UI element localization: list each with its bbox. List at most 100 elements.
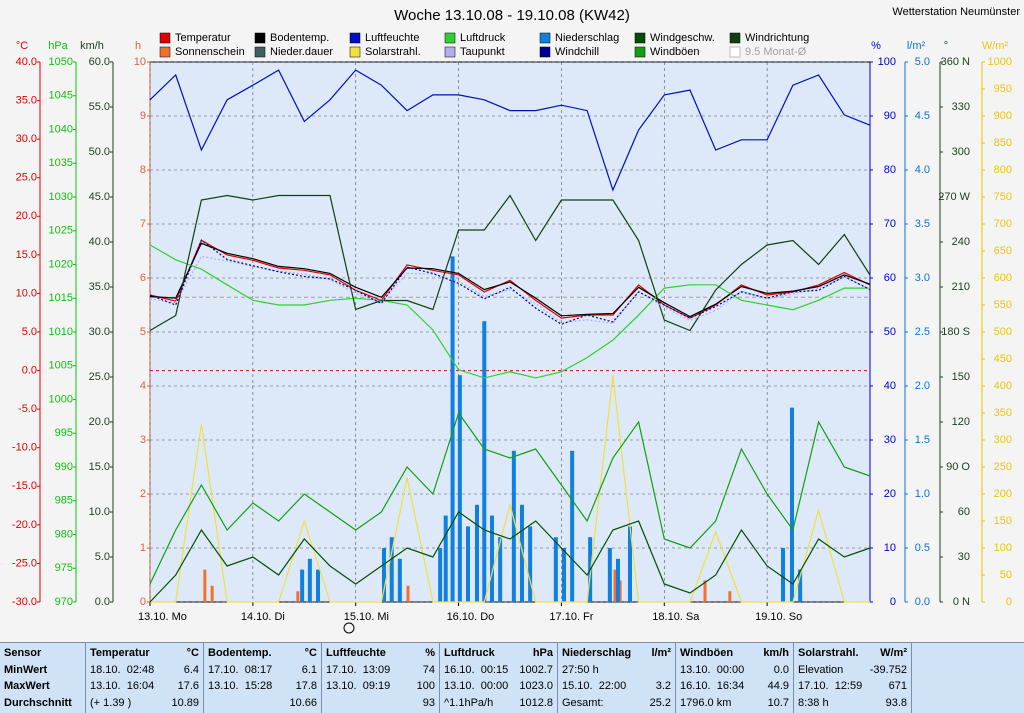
y-tick-label: 1020 (49, 258, 73, 270)
y-tick-label: -20.0 (12, 519, 37, 531)
y-tick-label: 5.0 (915, 56, 930, 68)
bar (406, 585, 410, 602)
cell-text: (+ 1.39 ) (90, 696, 132, 709)
cell-value: 1023.0 (519, 680, 553, 692)
legend-swatch (159, 32, 171, 44)
cell-value: 6.4 (183, 663, 199, 676)
cursor-icon (343, 622, 355, 634)
series-line (149, 69, 871, 192)
cell-value: 44.9 (767, 680, 789, 692)
y-tick-label: 5.0 (22, 326, 37, 338)
row: Sensor (4, 645, 81, 662)
y-tick-label: -5.0 (18, 403, 37, 415)
column-header: Luftdruck hPa (444, 645, 553, 662)
bar (498, 537, 503, 602)
cell-text: 13.10. 16:04 (90, 680, 155, 692)
bar (300, 569, 305, 602)
row: (+ 1.39 ) 10.89 (90, 695, 199, 712)
y-tick-label: 0.0 (915, 596, 930, 608)
y-tick-label: 950 (994, 83, 1012, 95)
y-tick-label: 60.0 (89, 56, 110, 68)
cell-value: 93 (422, 696, 435, 709)
x-tick-label: 15.10. Mi (344, 611, 389, 623)
y-tick-label: 180 S (941, 326, 970, 338)
station-name: Wetterstation Neumünster (892, 6, 1020, 18)
y-tick-label: 995 (55, 427, 73, 439)
axis-unit: l/m² (907, 40, 926, 52)
stats-column: Windböen km/h 13.10. 00:00 0.0 16.10. 16:34 4… (676, 643, 794, 713)
y-tick-label: 200 (994, 488, 1012, 500)
column-unit: l/m² (651, 647, 671, 659)
axis-unit: hPa (48, 40, 68, 52)
axis-unit: % (871, 40, 881, 52)
column-name: Temperatur (90, 647, 150, 659)
y-tick-label: 10.0 (89, 506, 110, 518)
cell-text: 8:38 h (798, 696, 829, 709)
y-tick-label: 1.0 (915, 488, 930, 500)
y-tick-label: 100 (878, 56, 896, 68)
y-tick-label: 10 (884, 542, 896, 554)
row: 13.10. 09:19 100 (326, 678, 435, 695)
row: 17.10. 12:59 671 (798, 678, 907, 695)
cell-text: 1796.0 km (680, 696, 732, 709)
bar (616, 558, 620, 602)
bar (562, 548, 566, 602)
row: Durchschnitt (4, 695, 81, 712)
y-tick-label: 750 (994, 191, 1012, 203)
legend-label: Windrichtung (745, 32, 809, 44)
bar (210, 585, 214, 602)
y-tick-label: 30 (884, 434, 896, 446)
bar (482, 321, 487, 602)
y-tick-label: 120 (952, 416, 970, 428)
y-tick-label: 25.0 (16, 172, 37, 184)
y-tick-label: 30.0 (89, 326, 110, 338)
bar (316, 569, 320, 602)
legend-label: Temperatur (175, 32, 231, 44)
cell-text: 16.10. 00:15 (444, 663, 509, 676)
row: 16.10. 16:34 44.9 (680, 678, 789, 695)
y-tick-label: 5 (140, 326, 146, 338)
y-tick-label: 50 (1000, 569, 1012, 581)
row: MaxWert (4, 678, 81, 695)
y-tick-label: -30.0 (12, 596, 37, 608)
y-tick-label: 2.0 (915, 380, 930, 392)
y-tick-label: 20.0 (89, 416, 110, 428)
column-unit: % (425, 647, 435, 659)
cell-text: Gesamt: (562, 696, 604, 709)
series-line (149, 411, 871, 585)
y-tick-label: 20.0 (16, 210, 37, 222)
y-tick-label: 10 (134, 56, 146, 68)
legend-swatch (349, 46, 361, 58)
cell-text: 17.10. 12:59 (798, 680, 863, 692)
row: 1796.0 km 10.7 (680, 695, 789, 712)
cell-text: 18.10. 02:48 (90, 663, 155, 676)
stats-column: Solarstrahl. W/m² Elevation -39.752 17.10. 1… (794, 643, 912, 713)
row-label: MaxWert (4, 680, 50, 692)
stats-column: Luftfeuchte% 17.10. 13:09 74 13.10. 09:19 10… (322, 643, 440, 713)
y-tick-label: 7 (140, 218, 146, 230)
y-tick-label: -15.0 (12, 480, 37, 492)
row: 13.10. 00:00 0.0 (680, 662, 789, 679)
row: 17.10. 13:09 74 (326, 662, 435, 679)
bar (296, 591, 300, 602)
legend-label: Nieder.dauer (270, 46, 333, 58)
bar (490, 515, 494, 602)
legend-label: Windgeschw. (650, 32, 715, 44)
y-tick-label: 150 (952, 371, 970, 383)
y-tick-label: 90 (884, 110, 896, 122)
row-label: Durchschnitt (4, 696, 72, 709)
y-tick-label: 35.0 (16, 94, 37, 106)
stats-column: Bodentemp. °C 17.10. 08:17 6.1 13.10. 15:28 1… (204, 643, 322, 713)
y-tick-label: 60 (884, 272, 896, 284)
y-tick-label: 980 (55, 528, 73, 540)
bar (397, 558, 402, 602)
legend-checkbox (729, 46, 741, 58)
column-name: Niederschlag (562, 647, 632, 659)
series-line (149, 242, 871, 318)
bar (475, 504, 479, 602)
legend-label: Luftdruck (460, 32, 506, 44)
cell-text: 13.10. 09:19 (326, 680, 391, 692)
legend-swatch (634, 46, 646, 58)
cell-value: 25.2 (649, 696, 671, 709)
